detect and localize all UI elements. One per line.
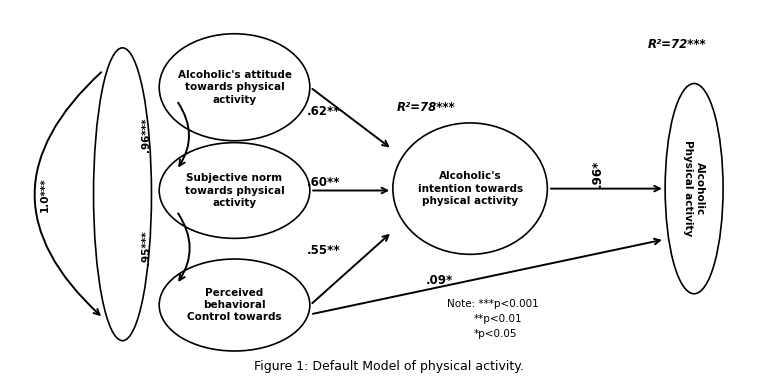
Ellipse shape <box>159 259 310 351</box>
Ellipse shape <box>93 48 152 341</box>
Text: .96***: .96*** <box>141 118 151 152</box>
Ellipse shape <box>393 123 548 255</box>
Text: **p<0.01: **p<0.01 <box>474 314 523 324</box>
Text: Alcoholic's attitude
towards physical
activity: Alcoholic's attitude towards physical ac… <box>177 70 292 105</box>
Ellipse shape <box>159 142 310 239</box>
Text: *p<0.05: *p<0.05 <box>474 330 517 339</box>
Text: Alcoholic
Physical activity: Alcoholic Physical activity <box>683 141 706 237</box>
Text: Subjective norm
towards physical
activity: Subjective norm towards physical activit… <box>184 173 285 208</box>
Text: .96*: .96* <box>591 160 604 187</box>
Text: R²=72***: R²=72*** <box>648 38 706 51</box>
Text: R²=78***: R²=78*** <box>397 101 455 114</box>
Text: .60**: .60** <box>307 176 340 189</box>
Text: Figure 1: Default Model of physical activity.: Figure 1: Default Model of physical acti… <box>254 360 524 373</box>
Text: .62**: .62** <box>307 105 340 118</box>
Text: .09*: .09* <box>426 274 453 287</box>
Text: 1.0***: 1.0*** <box>40 177 51 211</box>
Text: .55**: .55** <box>307 244 340 257</box>
Text: .95***: .95*** <box>141 231 151 265</box>
Text: Note: ***p<0.001: Note: ***p<0.001 <box>447 299 538 309</box>
Ellipse shape <box>159 34 310 141</box>
Text: Perceived
behavioral
Control towards: Perceived behavioral Control towards <box>187 288 282 322</box>
Text: Alcoholic's
intention towards
physical activity: Alcoholic's intention towards physical a… <box>418 171 523 206</box>
Ellipse shape <box>665 83 723 294</box>
